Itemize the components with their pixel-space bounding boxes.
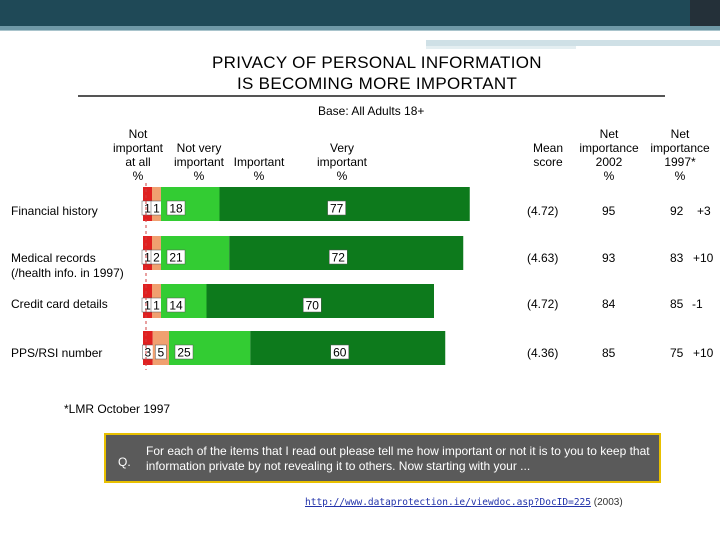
data-label-box	[166, 249, 186, 265]
top-banner-corner	[690, 0, 720, 26]
change-financial-history: +3	[697, 204, 711, 218]
header-net-importance-2002: Net importance 2002 %	[579, 127, 639, 183]
question-label: Q.	[118, 455, 131, 469]
source-link[interactable]: http://www.dataprotection.ie/viewdoc.asp…	[305, 497, 591, 508]
data-label-box	[329, 249, 348, 265]
footnote: *LMR October 1997	[64, 402, 171, 416]
data-label-box	[166, 297, 186, 313]
change-medical-records: +10	[693, 251, 714, 265]
net-1997-pps-rsi-number: 75	[670, 346, 684, 360]
row-sublabel-medical-records: (/health info. in 1997)	[11, 266, 124, 280]
data-label: 1	[153, 299, 160, 313]
top-banner	[0, 0, 720, 26]
net-1997-credit-card-details: 85	[670, 297, 684, 311]
base-note: Base: All Adults 18+	[318, 104, 425, 118]
source-citation: http://www.dataprotection.ie/viewdoc.asp…	[305, 497, 623, 508]
row-label-financial-history: Financial history	[11, 204, 98, 218]
net-2002-credit-card-details: 84	[602, 297, 616, 311]
title-line-1: PRIVACY OF PERSONAL INFORMATION	[212, 53, 542, 72]
data-label: 21	[169, 251, 183, 265]
question-box: Q. For each of the items that I read out…	[104, 433, 661, 483]
title-rule	[78, 95, 665, 97]
header-net-importance-1997: Net importance 1997* %	[650, 127, 710, 183]
data-label: 77	[330, 202, 344, 216]
data-label: 3	[145, 346, 152, 360]
mean-score-financial-history: (4.72)	[527, 204, 559, 218]
data-label: 1	[144, 299, 151, 313]
bar-group-3: 3 5 25 60	[142, 331, 446, 365]
header-very-important: Very important %	[316, 141, 368, 183]
mean-score-credit-card-details: (4.72)	[527, 297, 559, 311]
data-label-box	[327, 200, 346, 216]
net-2002-medical-records: 93	[602, 251, 616, 265]
decorative-bar	[426, 40, 720, 46]
net-2002-pps-rsi-number: 85	[602, 346, 616, 360]
data-label-box	[174, 344, 194, 360]
data-label: 1	[144, 251, 151, 265]
data-label: 70	[306, 299, 320, 313]
data-label-box	[166, 200, 186, 216]
data-label: 2	[153, 251, 160, 265]
source-year: (2003)	[593, 497, 623, 508]
row-label-pps-rsi-number: PPS/RSI number	[11, 346, 103, 360]
net-1997-medical-records: 83	[670, 251, 684, 265]
decorative-bar	[426, 46, 576, 49]
net-1997-financial-history: 92	[670, 204, 684, 218]
bar-group-0: 1 1 18 77	[141, 187, 470, 221]
data-label: 5	[158, 346, 165, 360]
data-label-box	[330, 344, 349, 360]
header-mean-score: Mean score	[532, 141, 564, 169]
data-label: 72	[332, 251, 346, 265]
question-text: For each of the items that I read out pl…	[146, 444, 650, 473]
data-label: 25	[177, 346, 191, 360]
bar-group-2: 1 1 14 70	[141, 284, 434, 318]
data-label-box	[303, 297, 322, 313]
data-label: 18	[169, 202, 183, 216]
header-not-very-important: Not very important %	[173, 141, 225, 183]
header-important: Important %	[233, 155, 285, 183]
title-line-2: IS BECOMING MORE IMPORTANT	[237, 74, 518, 93]
change-credit-card-details: -1	[692, 297, 703, 311]
mean-score-pps-rsi-number: (4.36)	[527, 346, 559, 360]
top-banner-stripe-thin	[0, 30, 720, 31]
row-label-credit-card-details: Credit card details	[11, 297, 108, 311]
data-label: 60	[333, 346, 347, 360]
change-pps-rsi-number: +10	[693, 346, 714, 360]
mean-score-medical-records: (4.63)	[527, 251, 559, 265]
data-label: 1	[144, 202, 151, 216]
data-label: 1	[153, 202, 160, 216]
bar-group-1: 1 2 21 72	[141, 236, 464, 270]
data-label-box	[155, 344, 167, 360]
header-not-important: Not important at all %	[112, 127, 164, 183]
top-banner-stripe	[0, 26, 720, 30]
net-2002-financial-history: 95	[602, 204, 616, 218]
data-label: 14	[169, 299, 183, 313]
row-label-medical-records: Medical records	[11, 251, 96, 265]
